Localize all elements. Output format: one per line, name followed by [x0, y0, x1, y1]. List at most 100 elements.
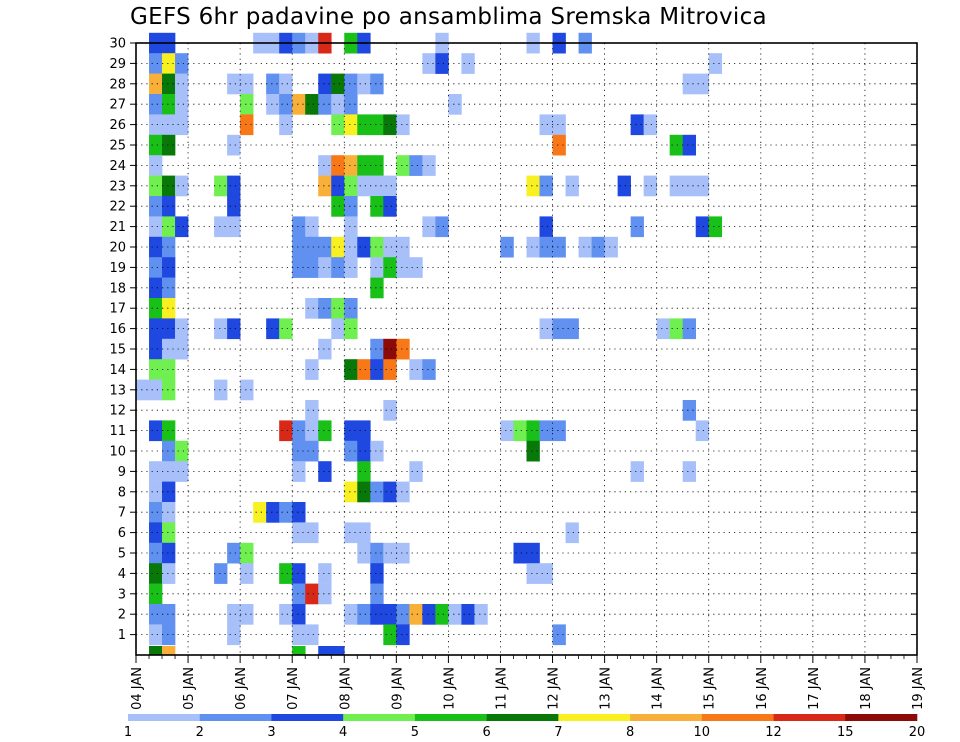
y-tick-label: 2	[118, 608, 126, 623]
heat-cell	[695, 175, 710, 197]
grid-layer	[136, 42, 917, 655]
heat-cell	[305, 216, 319, 238]
heat-cell	[344, 318, 358, 340]
heat-cell	[214, 216, 228, 238]
heat-cell	[383, 359, 397, 380]
heat-cell	[305, 440, 319, 462]
heat-cell	[149, 94, 163, 115]
heat-cell	[539, 420, 553, 442]
colorbar-segment	[701, 714, 774, 721]
heat-cell	[149, 624, 163, 646]
heat-cell	[227, 318, 241, 340]
heat-cell	[175, 461, 189, 482]
heat-cell	[162, 134, 176, 156]
heat-cell	[344, 481, 358, 503]
y-tick-label: 27	[109, 98, 126, 113]
colorbar-segment	[128, 714, 201, 721]
heat-cell	[344, 236, 358, 258]
y-tick-label: 28	[109, 77, 126, 92]
heat-cell	[539, 114, 553, 136]
heat-cell	[227, 624, 241, 646]
y-tick-label: 25	[109, 139, 126, 154]
x-tick-label: 16 JAN	[755, 667, 770, 710]
heat-cell	[370, 114, 384, 136]
y-tick-label: 9	[118, 465, 126, 480]
heat-cell	[162, 114, 176, 136]
heat-cell	[149, 461, 163, 482]
heat-cell	[292, 216, 306, 238]
heat-cell	[305, 94, 319, 115]
heat-cell	[656, 318, 670, 340]
x-tick-label: 04 JAN	[130, 667, 145, 710]
heat-cell	[682, 318, 697, 340]
x-tick-label: 18 JAN	[859, 667, 874, 710]
heat-cell	[266, 73, 280, 95]
colorbar-segment	[558, 714, 631, 721]
heat-cell	[435, 216, 449, 238]
heat-cell	[344, 94, 358, 115]
heat-cell	[279, 318, 293, 340]
heat-cell	[292, 94, 306, 115]
colorbar-segment	[773, 714, 846, 721]
heat-cell	[357, 175, 371, 197]
y-tick-label: 22	[109, 200, 126, 215]
heat-cell	[630, 114, 644, 136]
y-tick-label: 8	[118, 485, 126, 500]
heat-cell	[669, 134, 683, 156]
heat-cell	[344, 604, 358, 625]
heat-cell	[305, 583, 319, 605]
y-tick-label: 16	[109, 322, 126, 337]
x-tick-label: 12 JAN	[547, 667, 562, 710]
y-tick-label: 21	[109, 220, 126, 235]
heat-cell	[240, 94, 254, 115]
heat-cell	[344, 73, 358, 95]
heat-cell	[305, 359, 319, 380]
heat-cell	[344, 175, 358, 197]
heat-cell	[344, 522, 358, 544]
colorbar-segment	[343, 714, 416, 721]
heat-cell	[149, 338, 163, 360]
heat-cell	[227, 175, 241, 197]
heat-cell	[669, 318, 683, 340]
heat-cell	[370, 155, 384, 176]
heat-cell	[149, 379, 163, 401]
heat-cell	[383, 257, 397, 278]
y-tick-label: 24	[109, 159, 126, 174]
heat-cell	[149, 277, 163, 299]
heat-cell	[149, 502, 163, 523]
heat-cell	[565, 522, 579, 544]
heat-cell	[396, 481, 410, 503]
heat-cell	[279, 114, 293, 136]
colorbar-label: 5	[411, 725, 419, 740]
heat-cell	[318, 338, 332, 360]
heat-cell	[292, 604, 306, 625]
heat-cell	[318, 646, 332, 656]
heat-cell	[422, 359, 436, 380]
heat-cell	[370, 604, 384, 625]
heat-cell	[526, 563, 540, 584]
y-tick-label: 19	[109, 261, 126, 276]
heat-cell	[526, 236, 540, 258]
heat-cell	[149, 298, 163, 319]
heat-cell	[175, 53, 189, 74]
heat-cell	[162, 73, 176, 95]
heat-cell	[370, 563, 384, 584]
colorbar-label: 20	[909, 725, 926, 740]
heat-cell	[539, 318, 553, 340]
heat-cell	[175, 338, 189, 360]
heat-cell	[435, 53, 449, 74]
heat-cell	[149, 236, 163, 258]
heat-cell	[305, 236, 319, 258]
heat-cell	[682, 461, 697, 482]
heat-cell	[422, 216, 436, 238]
heat-cell	[162, 298, 176, 319]
heat-cell	[370, 236, 384, 258]
heat-cell	[422, 604, 436, 625]
x-tick-label: 15 JAN	[703, 667, 718, 710]
heat-cell	[162, 359, 176, 380]
heat-cell	[305, 522, 319, 544]
heat-cell	[604, 236, 618, 258]
heat-cell	[344, 298, 358, 319]
heat-cell	[370, 583, 384, 605]
heat-cell	[357, 604, 371, 625]
